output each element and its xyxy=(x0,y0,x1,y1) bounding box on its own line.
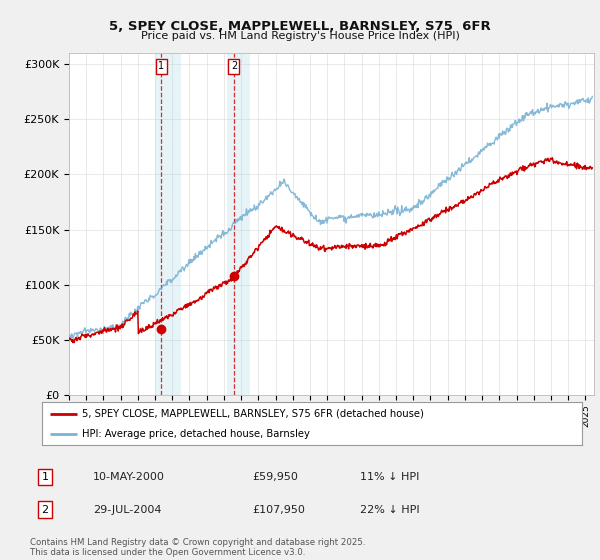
Text: 11% ↓ HPI: 11% ↓ HPI xyxy=(360,472,419,482)
Text: 29-JUL-2004: 29-JUL-2004 xyxy=(93,505,161,515)
Bar xyxy=(227,53,250,395)
Text: £107,950: £107,950 xyxy=(252,505,305,515)
Text: 1: 1 xyxy=(158,62,164,72)
Text: 1: 1 xyxy=(41,472,49,482)
Text: Price paid vs. HM Land Registry's House Price Index (HPI): Price paid vs. HM Land Registry's House … xyxy=(140,31,460,41)
Text: 22% ↓ HPI: 22% ↓ HPI xyxy=(360,505,419,515)
Text: HPI: Average price, detached house, Barnsley: HPI: Average price, detached house, Barn… xyxy=(83,430,310,439)
Text: 10-MAY-2000: 10-MAY-2000 xyxy=(93,472,165,482)
Text: 2: 2 xyxy=(41,505,49,515)
Bar xyxy=(155,53,181,395)
Text: 5, SPEY CLOSE, MAPPLEWELL, BARNSLEY, S75  6FR: 5, SPEY CLOSE, MAPPLEWELL, BARNSLEY, S75… xyxy=(109,20,491,32)
Text: Contains HM Land Registry data © Crown copyright and database right 2025.
This d: Contains HM Land Registry data © Crown c… xyxy=(30,538,365,557)
Text: 2: 2 xyxy=(231,62,237,72)
Text: 5, SPEY CLOSE, MAPPLEWELL, BARNSLEY, S75 6FR (detached house): 5, SPEY CLOSE, MAPPLEWELL, BARNSLEY, S75… xyxy=(83,409,424,419)
Text: £59,950: £59,950 xyxy=(252,472,298,482)
